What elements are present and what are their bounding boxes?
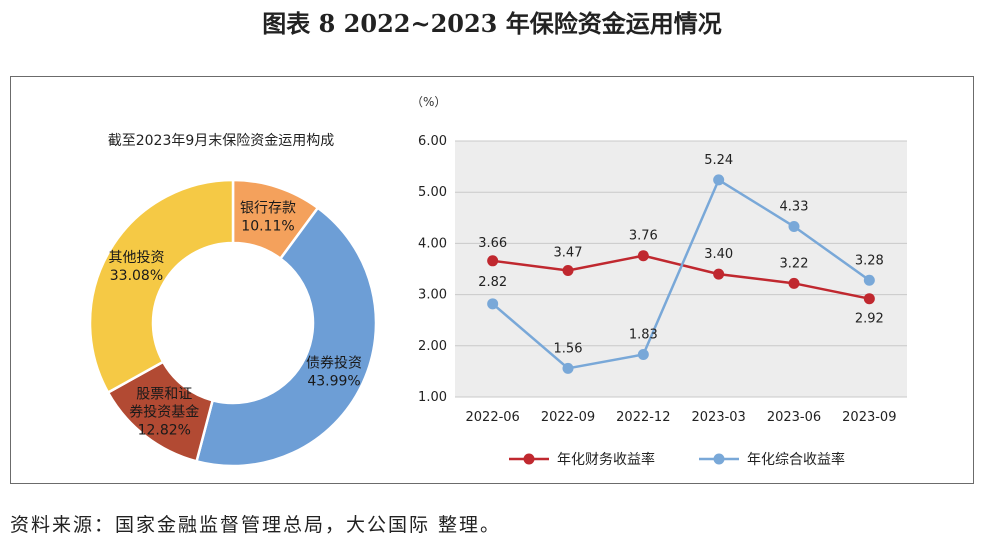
y-tick-label: 3.00: [418, 288, 447, 303]
x-tick-label: 2023-06: [767, 410, 821, 425]
chart-panel: 截至2023年9月末保险资金运用构成 银行存款 10.11% 债券投资 43.99% 股…: [10, 76, 974, 484]
series-2-point: [487, 298, 499, 310]
donut-slice-label-2: 债券投资 43.99%: [306, 355, 362, 389]
legend-label: 年化财务收益率: [557, 451, 655, 468]
series-2-data-label: 1.83: [629, 328, 658, 343]
legend-swatch-marker: [523, 453, 535, 465]
series-2-data-label: 4.33: [780, 200, 809, 215]
series-2-data-label: 5.24: [704, 153, 733, 168]
source-note: 资料来源：国家金融监督管理总局，大公国际 整理。: [10, 514, 502, 536]
figure-title: 图表 8 2022~2023 年保险资金运用情况: [262, 9, 722, 38]
series-2-point: [863, 274, 875, 286]
donut-slice-2: [195, 206, 378, 468]
y-tick-label: 1.00: [418, 390, 447, 405]
series-1-data-label: 3.76: [629, 229, 658, 244]
y-tick-label: 4.00: [418, 236, 447, 251]
series-1-data-label: 3.22: [780, 256, 809, 271]
series-1-data-label: 3.66: [478, 236, 507, 251]
series-1-point: [487, 255, 499, 267]
series-2-data-label: 2.82: [478, 275, 507, 290]
series-2-data-label: 3.28: [855, 253, 884, 268]
donut-slice-4: [88, 178, 235, 395]
series-1-data-label: 3.40: [704, 247, 733, 262]
donut-chart: 截至2023年9月末保险资金运用构成 银行存款 10.11% 债券投资 43.99% 股…: [88, 133, 378, 468]
x-tick-label: 2022-09: [541, 410, 595, 425]
series-1-data-label: 3.47: [554, 246, 583, 261]
x-tick-label: 2022-12: [616, 410, 670, 425]
series-1-data-label: 2.92: [855, 312, 884, 327]
line-chart: 1.00 2.00 3.00 4.00 5.00 6.00 （%） 2022-06 2022…: [411, 95, 907, 468]
donut-slice-label-3: 股票和证券投资基金 12.82%: [129, 386, 199, 438]
donut-chart-title: 截至2023年9月末保险资金运用构成: [108, 133, 335, 149]
series-1-point: [637, 250, 649, 262]
y-axis-unit: （%）: [411, 95, 446, 109]
y-tick-label: 6.00: [418, 134, 447, 149]
donut-slice-label-4: 其他投资 33.08%: [108, 250, 164, 284]
series-2-point: [713, 174, 725, 186]
legend-label: 年化综合收益率: [747, 451, 845, 468]
series-1-point: [562, 265, 574, 277]
x-tick-label: 2022-06: [466, 410, 520, 425]
series-1-point: [713, 268, 725, 280]
legend-swatch-marker: [713, 453, 725, 465]
donut-slice-label-1: 银行存款 10.11%: [240, 201, 296, 235]
series-2-data-label: 1.56: [554, 341, 583, 356]
x-tick-label: 2023-09: [842, 410, 896, 425]
series-line-2: [491, 178, 871, 370]
series-2-point: [562, 362, 574, 374]
y-tick-label: 5.00: [418, 185, 447, 200]
series-2-point: [637, 349, 649, 361]
series-1-point: [863, 293, 875, 305]
y-tick-label: 2.00: [418, 339, 447, 354]
series-2-point: [788, 221, 800, 233]
series-1-point: [788, 277, 800, 289]
x-tick-label: 2023-03: [692, 410, 746, 425]
